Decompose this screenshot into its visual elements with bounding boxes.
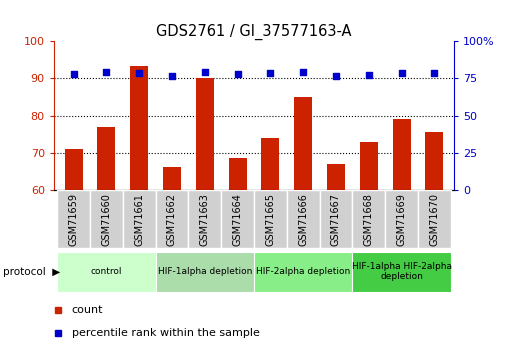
Bar	[155, 190, 188, 248]
Text: GSM71667: GSM71667	[331, 193, 341, 246]
Point	[69, 71, 77, 77]
Text: GSM71661: GSM71661	[134, 193, 144, 246]
Bar	[123, 190, 155, 248]
Bar	[327, 164, 345, 190]
Bar	[196, 78, 214, 190]
Point	[299, 69, 307, 75]
Text: GSM71660: GSM71660	[102, 193, 111, 246]
Point	[102, 69, 110, 75]
Bar	[320, 190, 352, 248]
Bar	[188, 190, 221, 248]
Point	[233, 71, 242, 77]
Bar	[254, 190, 287, 248]
Bar	[385, 190, 418, 248]
Point	[201, 69, 209, 75]
Text: GSM71668: GSM71668	[364, 193, 374, 246]
Text: GSM71665: GSM71665	[265, 193, 275, 246]
Text: protocol  ▶: protocol ▶	[3, 267, 60, 277]
Text: GSM71666: GSM71666	[298, 193, 308, 246]
Text: percentile rank within the sample: percentile rank within the sample	[72, 328, 260, 337]
Text: control: control	[91, 267, 122, 276]
Text: GSM71662: GSM71662	[167, 193, 177, 246]
Bar	[261, 138, 280, 190]
Text: GSM71663: GSM71663	[200, 193, 210, 246]
Text: GSM71669: GSM71669	[397, 193, 406, 246]
Bar	[228, 158, 247, 190]
Bar	[352, 190, 385, 248]
Text: GSM71670: GSM71670	[429, 193, 439, 246]
Bar	[90, 190, 123, 248]
Point	[266, 70, 274, 76]
Point	[430, 70, 439, 76]
Bar	[352, 252, 451, 292]
Text: HIF-1alpha HIF-2alpha
depletion: HIF-1alpha HIF-2alpha depletion	[351, 262, 451, 282]
Bar	[97, 127, 115, 190]
Bar	[57, 252, 155, 292]
Bar	[130, 66, 148, 190]
Text: HIF-2alpha depletion: HIF-2alpha depletion	[256, 267, 350, 276]
Text: HIF-1alpha depletion: HIF-1alpha depletion	[157, 267, 252, 276]
Point	[332, 73, 340, 78]
Bar	[163, 168, 181, 190]
Bar	[287, 190, 320, 248]
Title: GDS2761 / GI_37577163-A: GDS2761 / GI_37577163-A	[156, 24, 352, 40]
Bar	[425, 132, 443, 190]
Bar	[65, 149, 83, 190]
Bar	[57, 190, 90, 248]
Bar	[294, 97, 312, 190]
Text: count: count	[72, 305, 104, 315]
Point	[168, 73, 176, 78]
Bar	[360, 141, 378, 190]
Point	[135, 70, 143, 75]
Text: GSM71659: GSM71659	[69, 193, 78, 246]
Bar	[155, 252, 254, 292]
Bar	[392, 119, 410, 190]
Point	[365, 72, 373, 78]
Point	[398, 70, 406, 76]
Bar	[418, 190, 451, 248]
Text: GSM71664: GSM71664	[232, 193, 243, 246]
Bar	[254, 252, 352, 292]
Bar	[221, 190, 254, 248]
